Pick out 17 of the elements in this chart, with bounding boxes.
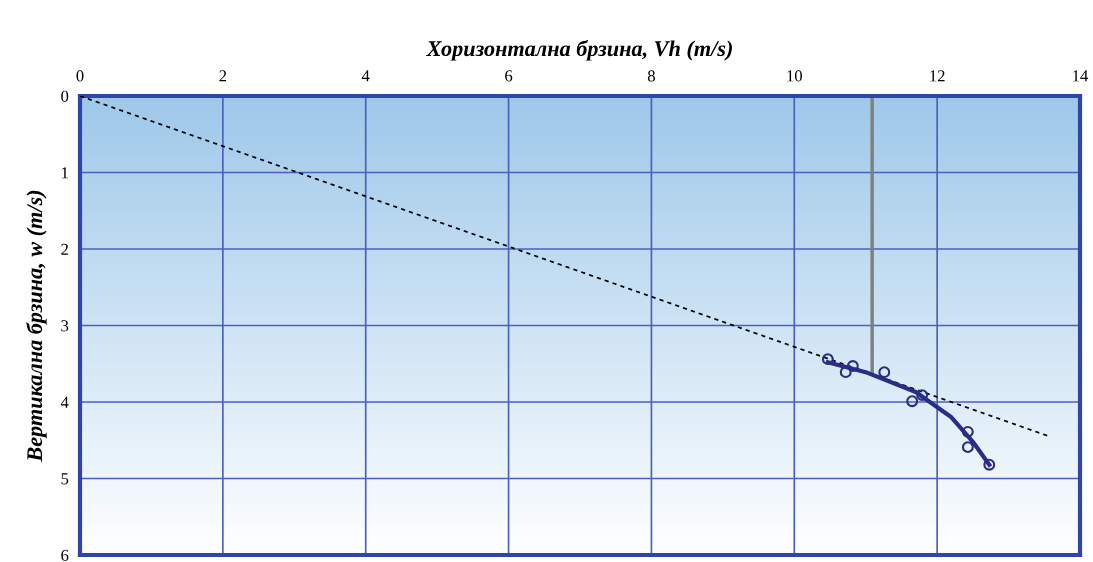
y-tick-label: 3 [61, 320, 69, 332]
y-tick-label: 4 [60, 396, 69, 408]
x-tick-label: 10 [787, 70, 802, 82]
x-tick-label: 4 [361, 70, 370, 82]
y-tick-label: 5 [61, 473, 69, 485]
x-tick-label: 8 [647, 70, 655, 82]
x-tick-label: 6 [505, 70, 513, 82]
y-tick-label: 6 [61, 549, 69, 561]
x-tick-label: 2 [219, 70, 227, 82]
x-axis-title: Хоризонтална брзина, Vh (m/s) [426, 39, 732, 61]
y-tick-label: 2 [61, 243, 68, 255]
y-axis-title: Вертикална брзина, w (m/s) [26, 190, 47, 462]
x-tick-label: 0 [76, 70, 84, 82]
x-tick-label: 12 [930, 70, 945, 82]
x-tick-label: 14 [1073, 70, 1089, 82]
y-tick-label: 1 [62, 167, 68, 179]
y-tick-label: 0 [61, 90, 69, 102]
